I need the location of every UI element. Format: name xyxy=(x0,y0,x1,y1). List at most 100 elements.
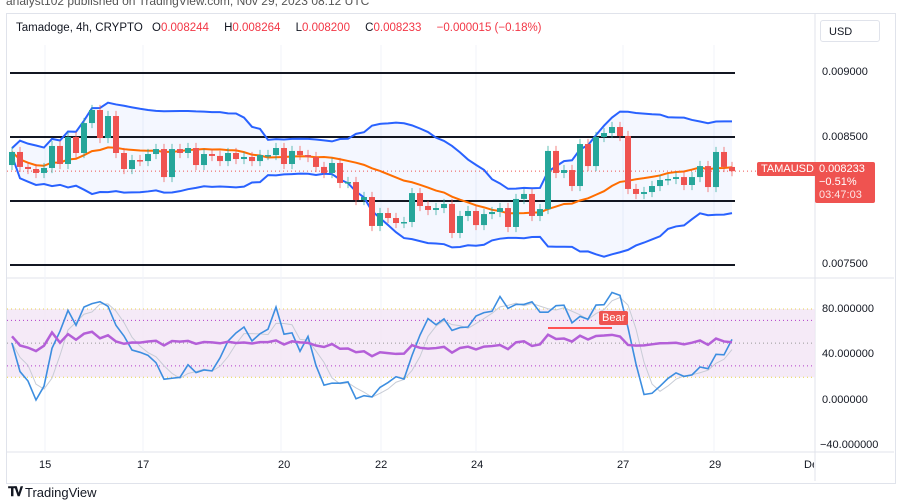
candle-body xyxy=(585,144,591,167)
candle-body xyxy=(121,153,127,169)
candle-body xyxy=(377,213,383,226)
candle-body xyxy=(457,215,463,233)
change-value: −0.000015 (−0.18%) xyxy=(436,22,542,34)
candle-body xyxy=(297,150,303,156)
candle-body xyxy=(649,186,655,193)
candle-body xyxy=(65,137,71,165)
candle-body xyxy=(57,145,63,165)
price-axis-label: 0.008500 xyxy=(822,131,868,143)
candle-body xyxy=(201,154,207,166)
candle-body xyxy=(417,193,423,206)
candle-body xyxy=(369,197,375,226)
last-price: 0.008233 xyxy=(819,163,865,175)
candle-body xyxy=(345,182,351,184)
candle-body xyxy=(321,166,327,173)
candle-body xyxy=(137,160,143,162)
date-label: 20 xyxy=(278,459,291,471)
brand-name: TradingView xyxy=(25,484,97,500)
stoch-rsi-k-line xyxy=(11,291,733,402)
candle-body xyxy=(105,116,111,139)
candle-body xyxy=(689,177,695,185)
date-label: 24 xyxy=(471,459,484,471)
candle-body xyxy=(713,151,719,188)
candle-body xyxy=(17,151,23,167)
publisher-line: analyst102 published on TradingView.com,… xyxy=(6,0,370,8)
candle-body xyxy=(449,203,455,233)
candle-body xyxy=(393,218,399,224)
candle-body xyxy=(425,205,431,210)
candle-body xyxy=(705,166,711,188)
candle-body xyxy=(569,170,575,187)
symbol-title[interactable]: Tamadoge, 4h, CRYPTO xyxy=(16,22,143,34)
candle-body xyxy=(209,154,215,156)
date-label: Dec xyxy=(804,459,814,471)
candle-body xyxy=(169,149,175,178)
candle-body xyxy=(601,133,607,137)
price-axis-label: 0.009000 xyxy=(822,66,868,78)
candle-body xyxy=(289,150,295,165)
candle-body xyxy=(129,160,135,169)
date-label: 29 xyxy=(709,459,722,471)
candle-body xyxy=(41,167,47,173)
candle-body xyxy=(665,178,671,181)
candle-body xyxy=(113,116,119,153)
candle-body xyxy=(193,148,199,166)
symbol-tag: TAMAUSD xyxy=(757,162,818,176)
last-price-tag: 0.008233 −0.51% 03:47:03 xyxy=(815,162,875,203)
candle-body xyxy=(249,156,255,162)
candle-body xyxy=(217,155,223,162)
date-label: 22 xyxy=(375,459,388,471)
candle-body xyxy=(273,148,279,156)
candle-body xyxy=(633,188,639,194)
candle-body xyxy=(409,193,415,222)
candle-body xyxy=(721,151,727,167)
candle-body xyxy=(729,166,735,172)
tradingview-logo[interactable]: 𝐓𝐕 TradingView xyxy=(8,484,97,500)
price-axis-label: 0.007500 xyxy=(822,258,868,270)
candle-body xyxy=(545,150,551,210)
candle-body xyxy=(473,210,479,226)
candle-body xyxy=(489,212,495,215)
candle-body xyxy=(561,170,567,173)
candle-body xyxy=(33,169,39,173)
candle-body xyxy=(225,153,231,162)
candle-body xyxy=(385,213,391,219)
high-label: H xyxy=(224,22,233,34)
candle-body xyxy=(593,137,599,167)
date-label: 15 xyxy=(39,459,52,471)
close-value: 0.008233 xyxy=(373,22,422,34)
candle-body xyxy=(497,208,503,213)
chart-frame xyxy=(6,13,896,484)
oscillator-axis-label: 80.000000 xyxy=(822,303,874,315)
candle-body xyxy=(49,145,55,168)
candle-body xyxy=(441,203,447,209)
candle-body xyxy=(657,180,663,187)
candle-body xyxy=(329,162,335,173)
bollinger-upper xyxy=(11,101,733,190)
candle-body xyxy=(553,150,559,173)
candle-body xyxy=(641,192,647,194)
candle-body xyxy=(481,214,487,226)
candle-body xyxy=(145,154,151,162)
close-label: C xyxy=(365,22,374,34)
candle-body xyxy=(609,127,615,134)
candle-body xyxy=(361,197,367,200)
bar-countdown: 03:47:03 xyxy=(819,189,862,201)
candle-body xyxy=(9,151,15,166)
candle-body xyxy=(577,144,583,187)
candle-body xyxy=(465,210,471,216)
candle-body xyxy=(257,155,263,162)
candle-body xyxy=(177,149,183,153)
candle-body xyxy=(81,123,87,153)
tradingview-logo-icon: 𝐓𝐕 xyxy=(8,484,23,499)
candle-body xyxy=(521,193,527,199)
low-label: L xyxy=(295,22,302,34)
oscillator-axis-label: 40.000000 xyxy=(822,348,874,360)
currency-button[interactable]: USD xyxy=(820,20,880,42)
candle-body xyxy=(353,182,359,200)
candle-body xyxy=(337,162,343,183)
candle-body xyxy=(673,177,679,179)
candle-body xyxy=(617,127,623,136)
candle-body xyxy=(513,198,519,227)
